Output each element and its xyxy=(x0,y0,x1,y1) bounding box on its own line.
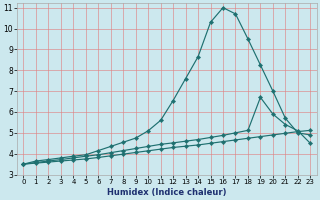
X-axis label: Humidex (Indice chaleur): Humidex (Indice chaleur) xyxy=(107,188,227,197)
